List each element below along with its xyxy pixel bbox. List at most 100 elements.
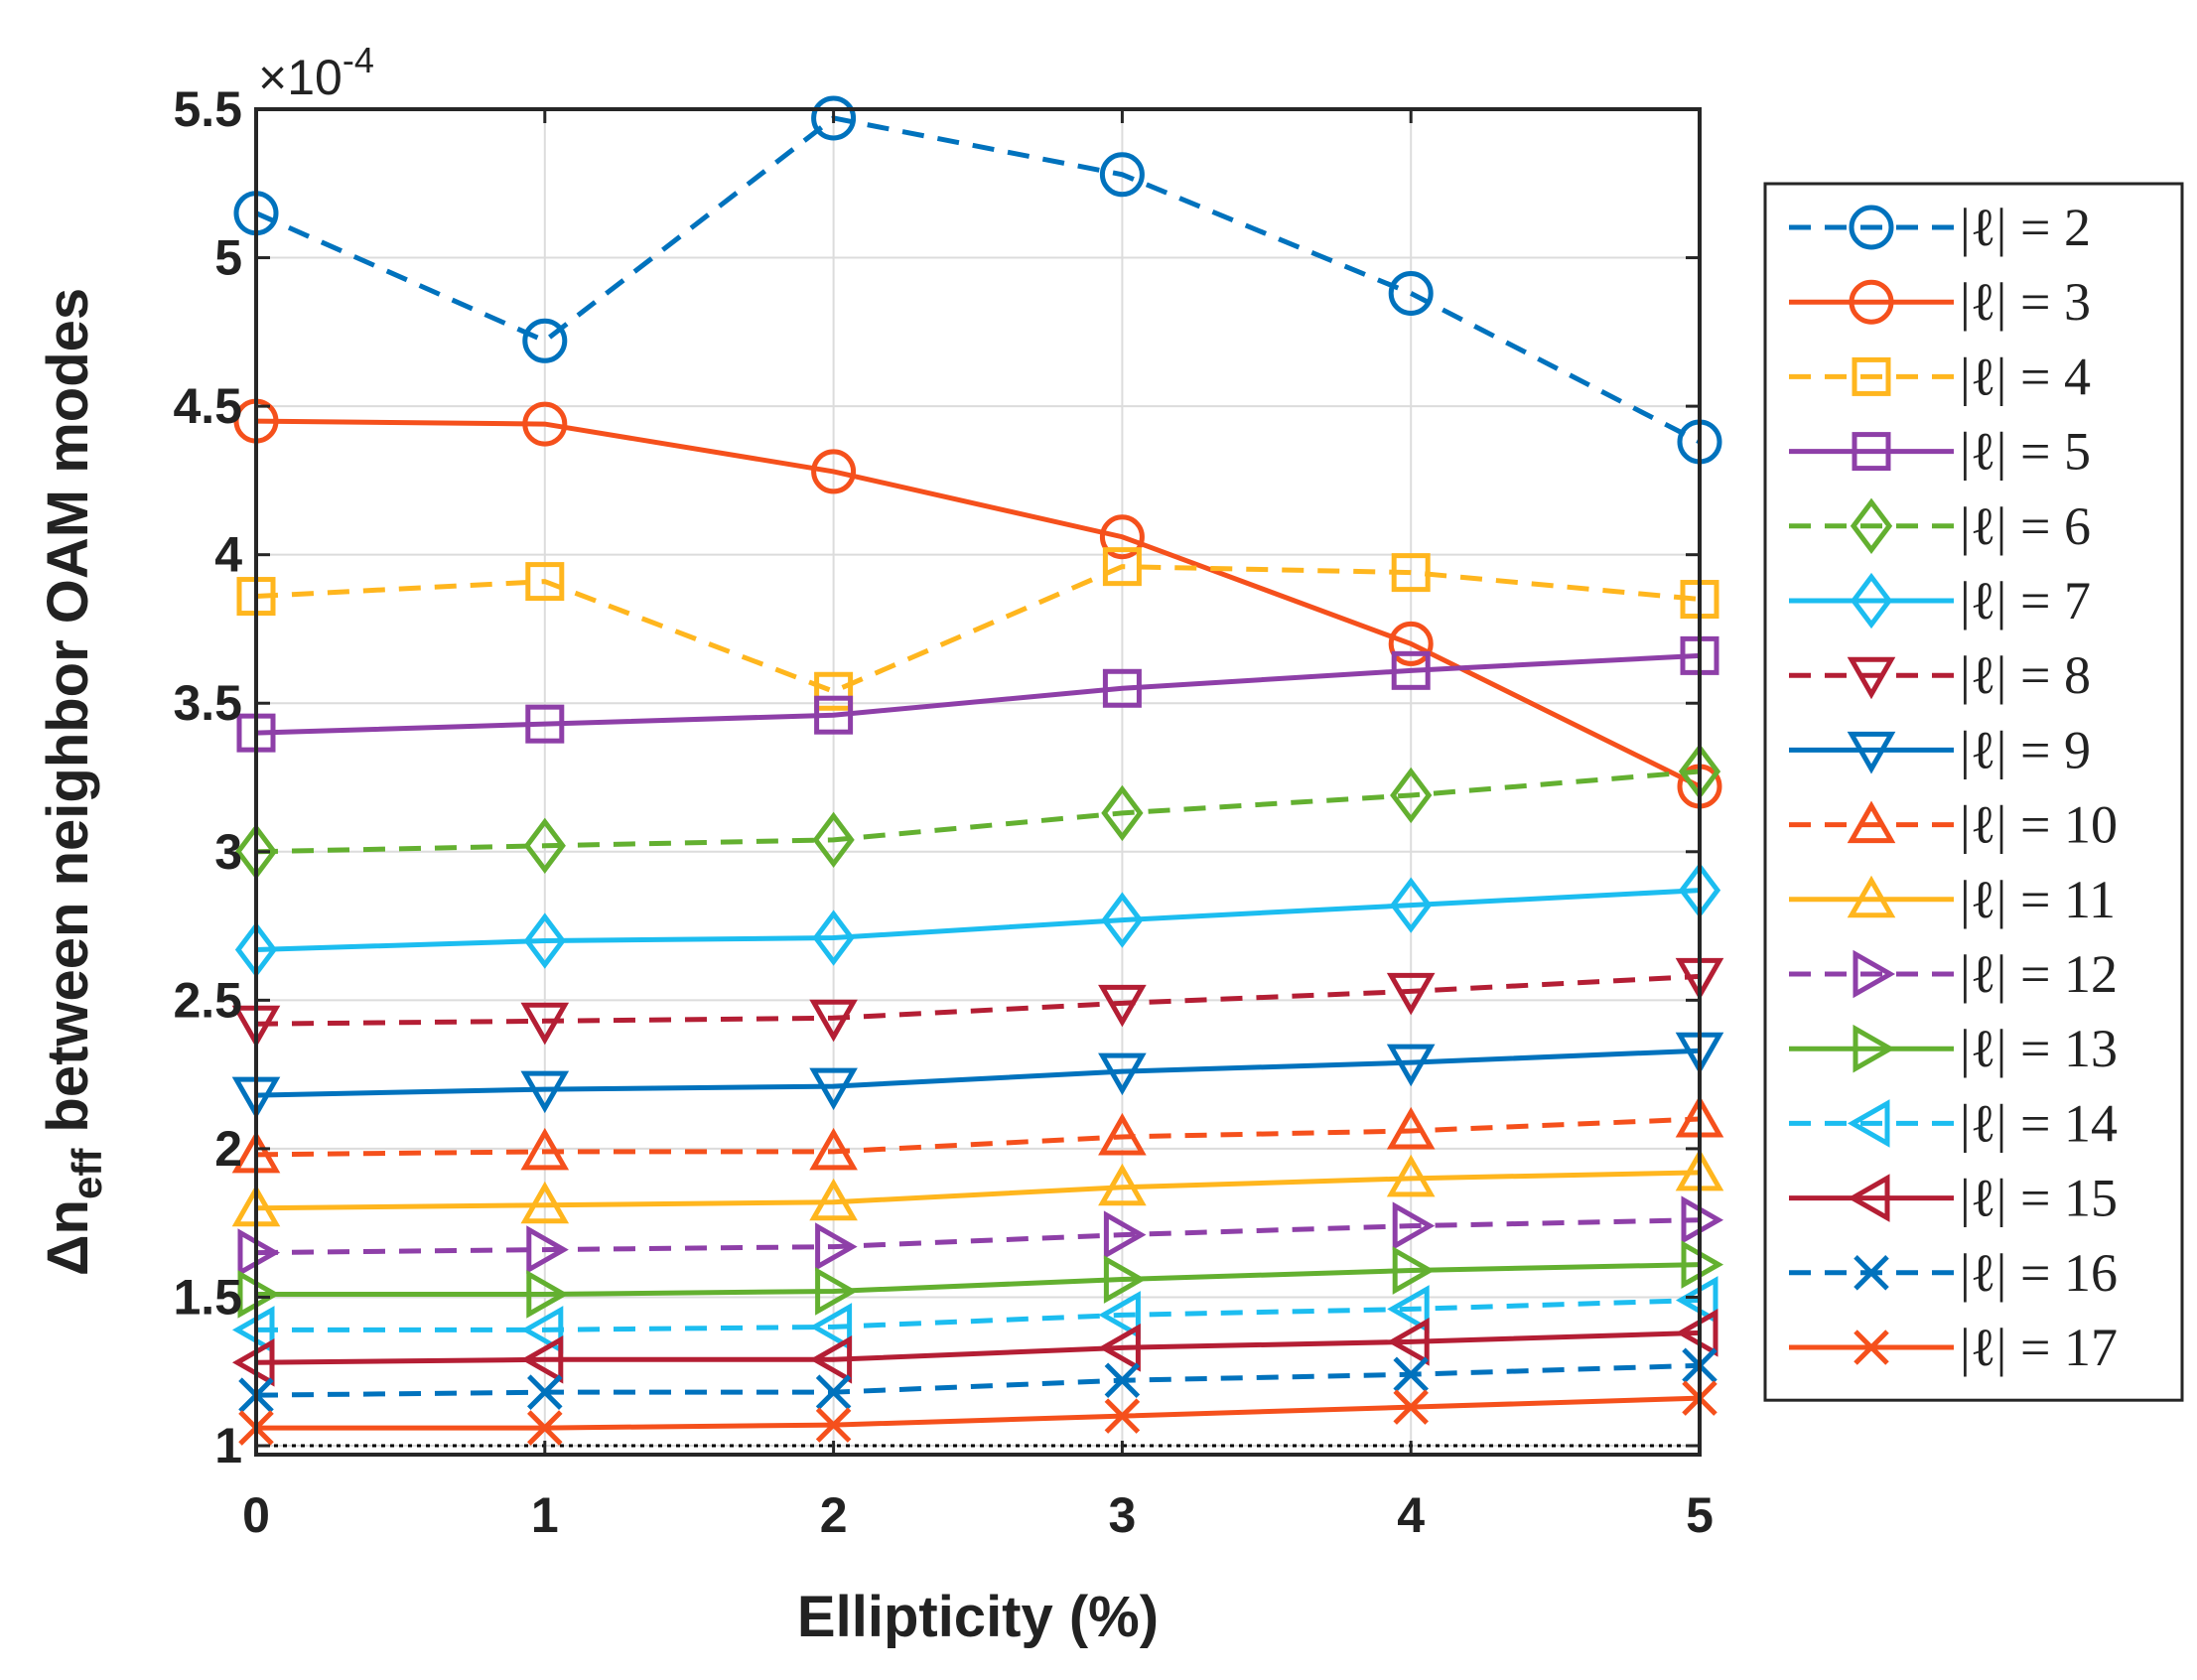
- legend-item: |ℓ| = 16: [1789, 1243, 2118, 1303]
- series-17: [238, 1380, 1717, 1446]
- y-axis-title: Δneff between neighbor OAM modes: [36, 288, 110, 1276]
- data-point-marker: [1386, 1106, 1436, 1150]
- legend-label: |ℓ| = 13: [1960, 1019, 2118, 1078]
- data-point-marker: [520, 1002, 570, 1046]
- data-point-marker: [1390, 767, 1433, 824]
- data-point-marker: [520, 1306, 564, 1354]
- series-line: [255, 1362, 1701, 1398]
- data-point-marker: [523, 912, 566, 969]
- legend: |ℓ| = 2 |ℓ| = 3 |ℓ| = 4 |ℓ| = 5 |ℓ| = 6 |ℓ| =…: [1763, 182, 2184, 1402]
- data-point-marker: [1102, 547, 1142, 587]
- plot-frame: [254, 107, 1702, 1457]
- series-5: [236, 635, 1719, 753]
- series-line: [256, 1262, 1701, 1297]
- y-tick-label: 2: [214, 1121, 242, 1177]
- legend-label: |ℓ| = 14: [1960, 1093, 2118, 1153]
- data-point-marker: [522, 401, 568, 447]
- legend-marker: [1852, 356, 1891, 396]
- data-point-marker: [1388, 621, 1434, 666]
- data-point-marker: [525, 562, 565, 602]
- data-point-marker: [523, 817, 566, 874]
- legend-marker: [1847, 875, 1896, 918]
- data-point-marker: [1098, 1112, 1147, 1156]
- legend-marker: [1847, 1174, 1890, 1222]
- legend-item: |ℓ| = 12: [1789, 944, 2118, 1004]
- legend-item: |ℓ| = 4: [1789, 347, 2091, 406]
- data-point-marker: [1098, 984, 1147, 1028]
- legend-item: |ℓ| = 14: [1789, 1093, 2118, 1153]
- legend-items: |ℓ| = 2 |ℓ| = 3 |ℓ| = 4 |ℓ| = 5 |ℓ| = 6 |ℓ| =…: [1789, 198, 2118, 1377]
- data-point-marker: [1098, 1324, 1141, 1372]
- legend-marker: [1847, 800, 1896, 844]
- series-line: [254, 115, 1702, 445]
- y-axis-exponent: ×10-4: [258, 40, 374, 105]
- data-point-marker: [815, 1222, 858, 1271]
- legend-marker: [1850, 497, 1893, 554]
- data-point-marker: [1393, 1356, 1429, 1393]
- series-11: [231, 1148, 1724, 1227]
- series-line: [255, 973, 1701, 1027]
- legend-marker: [1849, 279, 1894, 325]
- data-point-marker: [1102, 668, 1142, 708]
- data-point-marker: [525, 704, 565, 744]
- data-point-marker: [1104, 1362, 1141, 1398]
- data-point-marker: [809, 1067, 858, 1111]
- data-point-marker: [1392, 1201, 1436, 1250]
- legend-label: |ℓ| = 17: [1960, 1318, 2118, 1377]
- legend-marker: [1847, 656, 1896, 700]
- data-point-marker: [527, 1410, 563, 1446]
- data-point-marker: [1098, 1052, 1147, 1096]
- series-12: [237, 1195, 1724, 1277]
- x-tick-label: 1: [531, 1487, 559, 1543]
- legend-label: |ℓ| = 6: [1960, 496, 2091, 556]
- data-point-marker: [814, 695, 854, 735]
- data-point-marker: [809, 1303, 853, 1351]
- legend-item: |ℓ| = 17: [1789, 1318, 2118, 1377]
- series-10: [231, 1094, 1724, 1174]
- legend-item: |ℓ| = 15: [1789, 1169, 2118, 1228]
- x-tick-layer: 0 1 2 3 4 5: [242, 109, 1714, 1543]
- series-13: [237, 1240, 1724, 1319]
- x-axis-title: Ellipticity (%): [797, 1585, 1159, 1649]
- series-layer: [231, 95, 1724, 1446]
- legend-item: |ℓ| = 6: [1789, 496, 2091, 556]
- data-point-marker: [1098, 1291, 1141, 1339]
- data-point-marker: [809, 1178, 858, 1221]
- legend-label: |ℓ| = 10: [1960, 795, 2118, 855]
- data-point-marker: [520, 1334, 564, 1384]
- legend-item: |ℓ| = 9: [1789, 720, 2091, 779]
- legend-label: |ℓ| = 2: [1960, 198, 2091, 257]
- legend-marker: [1850, 572, 1893, 630]
- series-line: [256, 1297, 1701, 1332]
- legend-marker: [1853, 1024, 1896, 1073]
- data-point-marker: [520, 1127, 570, 1171]
- series-line: [255, 888, 1701, 952]
- series-line: [255, 1217, 1701, 1256]
- legend-item: |ℓ| = 2: [1789, 198, 2091, 257]
- series-6: [234, 743, 1721, 880]
- data-point-marker: [1099, 514, 1145, 560]
- y-tick-label: 5.5: [173, 81, 242, 137]
- data-point-marker: [1099, 152, 1145, 198]
- data-point-marker: [527, 1374, 563, 1410]
- legend-item: |ℓ| = 5: [1789, 422, 2091, 482]
- data-point-marker: [1101, 892, 1144, 948]
- legend-item: |ℓ| = 10: [1789, 795, 2118, 855]
- data-point-marker: [1391, 553, 1431, 593]
- data-point-marker: [526, 1270, 569, 1319]
- data-point-marker: [1391, 650, 1431, 690]
- x-tick-label: 4: [1397, 1487, 1425, 1543]
- legend-item: |ℓ| = 13: [1789, 1019, 2118, 1078]
- data-point-marker: [815, 1374, 852, 1410]
- y-tick-label: 4: [214, 527, 242, 583]
- data-point-marker: [814, 671, 854, 711]
- y-tick-label: 5: [214, 230, 242, 286]
- legend-marker: [1854, 1255, 1889, 1291]
- legend-label: |ℓ| = 8: [1960, 645, 2091, 705]
- data-point-marker: [815, 1407, 852, 1443]
- legend-label: |ℓ| = 15: [1960, 1169, 2118, 1228]
- legend-label: |ℓ| = 7: [1960, 571, 2091, 630]
- legend-marker: [1849, 205, 1894, 250]
- data-point-marker: [1388, 270, 1434, 316]
